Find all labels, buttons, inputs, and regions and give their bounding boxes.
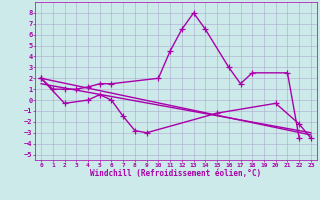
X-axis label: Windchill (Refroidissement éolien,°C): Windchill (Refroidissement éolien,°C)	[91, 169, 261, 178]
